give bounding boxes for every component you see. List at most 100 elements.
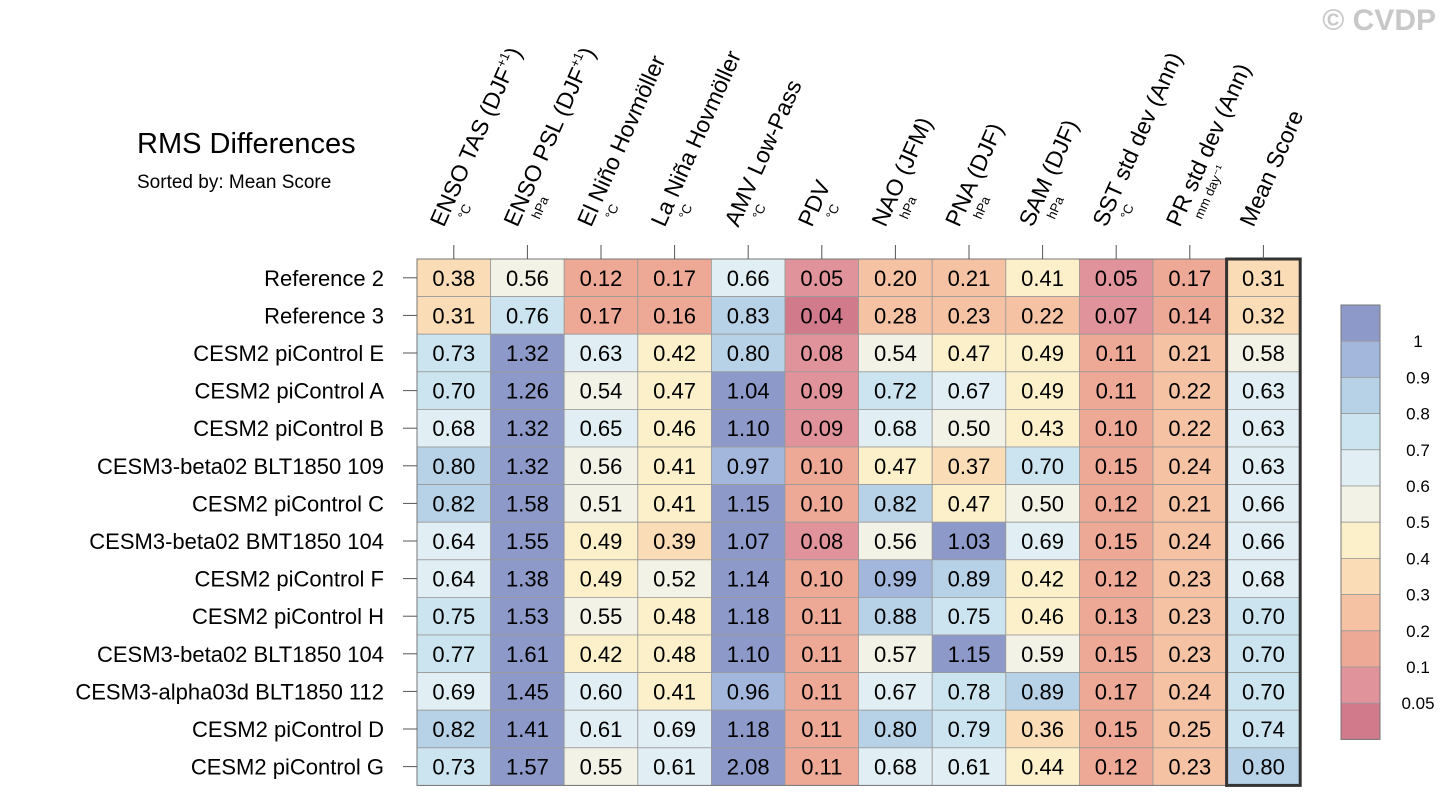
- cell-value-label: 0.96: [727, 679, 770, 704]
- cell-value-label: 0.25: [1168, 717, 1211, 742]
- heatmap-cell: [1152, 559, 1227, 598]
- cell-value-label: 0.11: [801, 642, 842, 667]
- cell-value-label: 0.60: [580, 679, 623, 704]
- heatmap-cell: [1152, 371, 1227, 410]
- cell-value-label: 0.22: [1168, 416, 1211, 441]
- row-label: CESM3-beta02 BMT1850 104: [89, 529, 384, 554]
- cell-value-label: 0.11: [1096, 379, 1137, 404]
- cell-value-label: 0.78: [948, 679, 991, 704]
- heatmap-cell: [1005, 634, 1080, 673]
- cell-value-label: 0.49: [580, 529, 623, 554]
- cell-value-label: 0.08: [800, 341, 843, 366]
- heatmap-cell: [637, 597, 712, 636]
- cell-value-label: 0.55: [580, 604, 623, 629]
- cell-value-label: 0.22: [1168, 379, 1211, 404]
- heatmap-cell: [711, 597, 786, 636]
- cell-value-label: 0.15: [1095, 529, 1138, 554]
- cell-value-label: 0.36: [1021, 717, 1064, 742]
- cell-value-label: 0.65: [580, 416, 623, 441]
- heatmap-cell: [1152, 296, 1227, 335]
- cell-value-label: 1.32: [506, 416, 549, 441]
- cell-value-label: 0.51: [580, 491, 623, 516]
- heatmap-cell: [711, 672, 786, 711]
- cell-value-label: 0.61: [948, 755, 991, 780]
- heatmap-cell: [1226, 258, 1301, 297]
- heatmap-cell: [784, 521, 859, 561]
- cell-value-label: 0.97: [727, 454, 770, 479]
- watermark: © CVDP: [1322, 4, 1436, 37]
- cell-value-label: 0.49: [1021, 341, 1064, 366]
- cell-value-label: 0.70: [1021, 454, 1064, 479]
- cell-value-label: 1.41: [506, 717, 549, 742]
- cell-value-label: 0.04: [800, 303, 843, 328]
- colorbar-swatch: [1340, 304, 1381, 342]
- cell-value-label: 1.61: [506, 642, 549, 667]
- heatmap-cell: [1005, 446, 1080, 485]
- cell-value-label: 0.11: [801, 717, 842, 742]
- heatmap-cell: [1079, 747, 1154, 786]
- row-label: CESM2 piControl E: [193, 341, 384, 366]
- colorbar-tick-label: 0.8: [1406, 405, 1430, 424]
- row-label: CESM2 piControl F: [194, 567, 384, 592]
- heatmap-cell: [1226, 408, 1301, 448]
- heatmap-cell: [711, 296, 786, 335]
- cell-value-label: 0.21: [948, 266, 991, 291]
- colorbar-border: [1340, 304, 1381, 740]
- cell-value-label: 0.66: [1242, 529, 1285, 554]
- cell-value-label: 0.82: [432, 717, 475, 742]
- heatmap-cell: [931, 747, 1007, 786]
- cell-value-label: 0.80: [727, 341, 770, 366]
- row-label: CESM3-alpha03d BLT1850 112: [75, 679, 384, 704]
- cell-value-label: 0.66: [727, 266, 770, 291]
- heatmap-cell: [1005, 709, 1080, 749]
- column-unit-label: °C: [676, 202, 696, 221]
- cell-value-label: 0.47: [948, 491, 991, 516]
- cell-value-label: 0.11: [1096, 341, 1137, 366]
- heatmap-cell: [1079, 597, 1154, 636]
- heatmap-cell: [637, 446, 712, 485]
- heatmap-cell: [931, 672, 1007, 711]
- cell-value-label: 0.63: [1242, 379, 1285, 404]
- heatmap-cell: [563, 709, 639, 749]
- cell-value-label: 0.56: [506, 266, 549, 291]
- colorbar-tick-label: 0.3: [1406, 586, 1430, 605]
- cell-value-label: 0.61: [580, 717, 623, 742]
- colorbar-swatch: [1340, 485, 1381, 523]
- colorbar-swatch: [1340, 413, 1381, 451]
- cell-value-label: 0.68: [1242, 567, 1285, 592]
- colorbar-swatch: [1340, 340, 1381, 378]
- colorbar-tick-label: 0.05: [1401, 694, 1434, 713]
- cell-value-label: 0.31: [1242, 266, 1285, 291]
- cell-value-label: 0.82: [432, 491, 475, 516]
- heatmap-cell: [490, 634, 565, 673]
- cell-value-label: 1.32: [506, 341, 549, 366]
- cell-value-label: 0.09: [800, 379, 843, 404]
- heatmap-cell: [490, 371, 565, 410]
- cell-value-label: 0.42: [653, 341, 696, 366]
- heatmap-cell: [490, 446, 565, 485]
- heatmap-cell: [416, 333, 491, 373]
- cell-value-label: 0.08: [800, 529, 843, 554]
- cell-value-label: 0.47: [874, 454, 917, 479]
- cell-value-label: 0.56: [874, 529, 917, 554]
- heatmap-cell: [1152, 258, 1227, 297]
- heatmap-cell: [931, 521, 1007, 561]
- heatmap-cell: [784, 597, 859, 636]
- heatmap-cell: [1079, 371, 1154, 410]
- heatmap-cell: [637, 484, 712, 523]
- cell-value-label: 0.23: [1168, 567, 1211, 592]
- heatmap-cell: [563, 597, 639, 636]
- cell-value-label: 0.41: [653, 491, 696, 516]
- cell-value-label: 0.54: [580, 379, 623, 404]
- heatmap-cell: [1226, 559, 1301, 598]
- cell-value-label: 0.10: [800, 567, 843, 592]
- colorbar-swatch: [1340, 449, 1381, 487]
- heatmap-cell: [784, 408, 859, 448]
- heatmap-cell: [1079, 484, 1154, 523]
- chart-subtitle: Sorted by: Mean Score: [137, 172, 332, 193]
- cell-value-label: 0.69: [1021, 529, 1064, 554]
- cell-value-label: 0.64: [432, 567, 475, 592]
- row-label: CESM2 piControl B: [193, 416, 384, 441]
- cell-value-label: 0.11: [801, 755, 842, 780]
